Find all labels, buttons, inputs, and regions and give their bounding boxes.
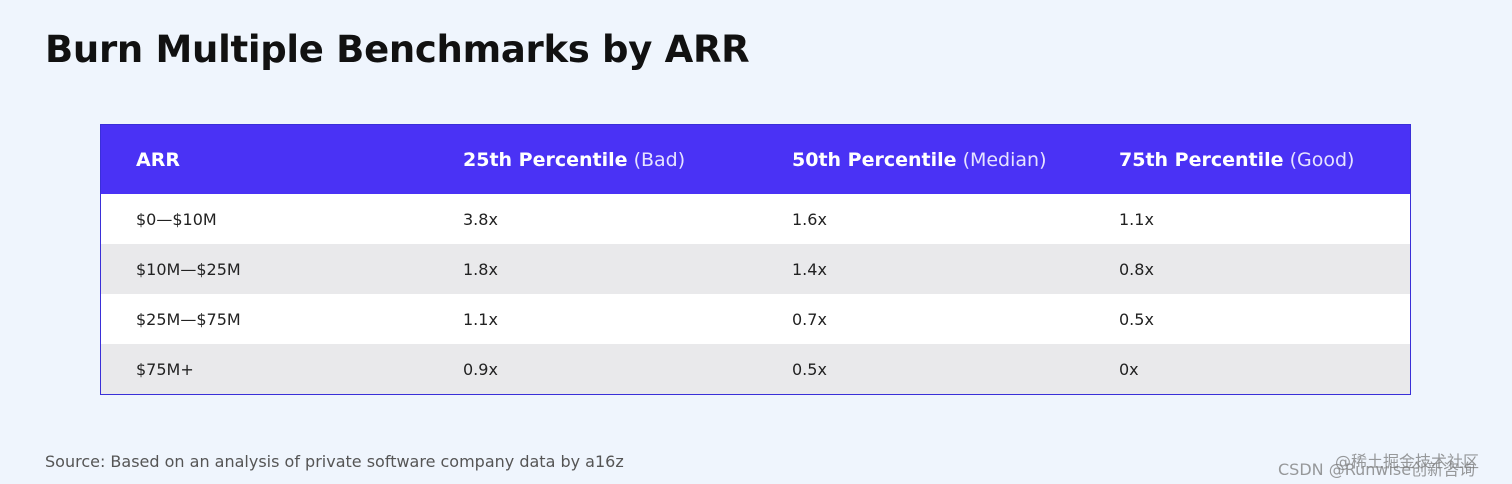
table-cell: $0—$10M (136, 209, 217, 229)
table-cell: $10M—$25M (136, 259, 241, 279)
header-cell: 50th Percentile (Median) (792, 149, 1119, 171)
header-row: ARR 25th Percentile (Bad) 50th Percentile … (101, 125, 1410, 194)
table-cell: 0x (1119, 359, 1139, 379)
header-cell: 75th Percentile (Good) (1119, 149, 1410, 171)
watermark: CSDN @Runwise创新咨询 (1278, 460, 1476, 479)
table-cell: 0.5x (1119, 309, 1154, 329)
table-cell: $75M+ (136, 359, 194, 379)
table-cell: 1.1x (463, 309, 498, 329)
header-cell: 25th Percentile (Bad) (463, 149, 792, 171)
table-cell: 0.9x (463, 359, 498, 379)
table-cell: $25M—$75M (136, 309, 241, 329)
header-note: (Median) (962, 148, 1047, 171)
table-cell: 0.7x (792, 309, 827, 329)
header-label: 50th Percentile (792, 148, 957, 171)
header-label: 75th Percentile (1119, 148, 1284, 171)
table-cell: 1.4x (792, 259, 827, 279)
header-cell: ARR (101, 149, 463, 171)
table-cell: 1.8x (463, 259, 498, 279)
table-row: $10M—$25M 1.8x 1.4x 0.8x (101, 244, 1410, 294)
source-note: Source: Based on an analysis of private … (45, 452, 624, 471)
header-label: 25th Percentile (463, 148, 628, 171)
title: Burn Multiple Benchmarks by ARR (45, 28, 750, 71)
table-cell: 1.1x (1119, 209, 1154, 229)
table-cell: 3.8x (463, 209, 498, 229)
table-row: $75M+ 0.9x 0.5x 0x (101, 344, 1410, 394)
table-row: $0—$10M 3.8x 1.6x 1.1x (101, 194, 1410, 244)
header-label: ARR (136, 148, 180, 171)
table-row: $25M—$75M 1.1x 0.7x 0.5x (101, 294, 1410, 344)
table-cell: 0.5x (792, 359, 827, 379)
table-cell: 0.8x (1119, 259, 1154, 279)
watermark: @稀土掘金技术社区 (1335, 452, 1480, 471)
table-cell: 1.6x (792, 209, 827, 229)
header-note: (Bad) (633, 148, 686, 171)
header-note: (Good) (1289, 148, 1355, 171)
benchmark-table: ARR 25th Percentile (Bad) 50th Percentile … (100, 124, 1411, 395)
